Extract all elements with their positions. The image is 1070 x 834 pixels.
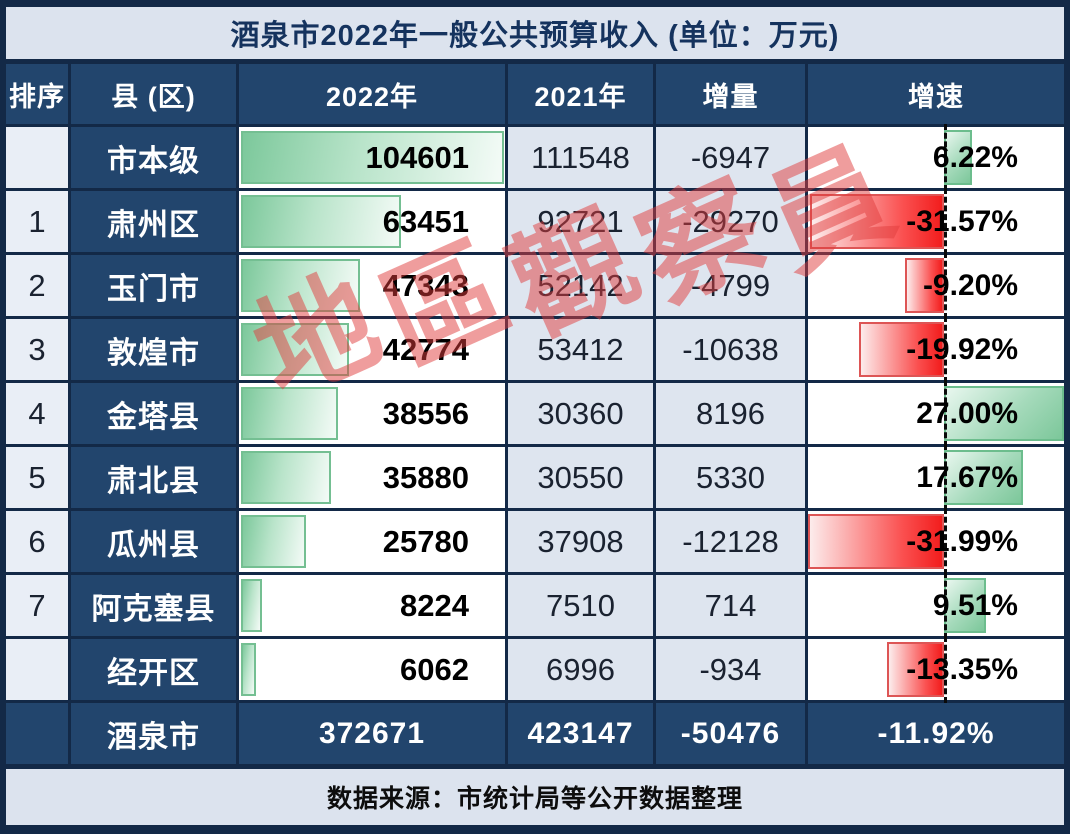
zero-axis-line — [944, 188, 948, 255]
county-cell: 瓜州县 — [71, 511, 236, 572]
column-header-growth: 增速 — [808, 64, 1064, 124]
column-header-2021: 2021年 — [508, 64, 653, 124]
growth-cell: 6.22% — [808, 124, 1064, 191]
budget-table: 排序 县 (区) 2022年 2021年 增量 增速 市本级 104601 1115… — [6, 64, 1064, 764]
value-2021-cell: 52142 — [508, 255, 653, 316]
page-title: 酒泉市2022年一般公共预算收入 (单位：万元) — [6, 7, 1064, 59]
delta-cell: -12128 — [656, 511, 805, 572]
value-2021-cell: 30550 — [508, 447, 653, 508]
zero-axis-line — [944, 380, 948, 447]
value-2021-cell: 37908 — [508, 511, 653, 572]
data-bar-2022 — [241, 131, 505, 184]
rank-cell: 7 — [6, 575, 68, 636]
data-bar-2022 — [241, 515, 306, 568]
data-bar-2022 — [241, 259, 361, 312]
value-2021-cell: 6996 — [508, 639, 653, 700]
total-delta-cell: -50476 — [656, 703, 805, 764]
value-2022-cell: 25780 — [239, 511, 505, 572]
value-2022-cell: 38556 — [239, 383, 505, 444]
data-bar-2022 — [241, 323, 349, 376]
rank-cell: 2 — [6, 255, 68, 316]
zero-axis-line — [944, 508, 948, 575]
growth-cell: 27.00% — [808, 380, 1064, 447]
value-2021-cell: 7510 — [508, 575, 653, 636]
value-2021-cell: 53412 — [508, 319, 653, 380]
total-2021-cell: 423147 — [508, 703, 653, 764]
column-header-rank: 排序 — [6, 64, 68, 124]
rank-cell: 5 — [6, 447, 68, 508]
rank-cell: 1 — [6, 191, 68, 252]
delta-cell: 714 — [656, 575, 805, 636]
county-cell: 金塔县 — [71, 383, 236, 444]
growth-bar — [905, 258, 945, 313]
county-cell: 市本级 — [71, 127, 236, 188]
column-header-delta: 增量 — [656, 64, 805, 124]
value-2022-cell: 35880 — [239, 447, 505, 508]
total-rank-cell — [6, 703, 68, 764]
data-bar-2022 — [241, 195, 401, 248]
rank-cell — [6, 639, 68, 700]
delta-cell: -934 — [656, 639, 805, 700]
growth-cell: 9.51% — [808, 572, 1064, 639]
county-cell: 玉门市 — [71, 255, 236, 316]
growth-cell: 17.67% — [808, 444, 1064, 511]
county-cell: 阿克塞县 — [71, 575, 236, 636]
delta-cell: -4799 — [656, 255, 805, 316]
growth-cell: -31.57% — [808, 188, 1064, 255]
zero-axis-line — [944, 252, 948, 319]
total-2022-cell: 372671 — [239, 703, 505, 764]
value-2022-cell: 104601 — [239, 127, 505, 188]
value-2022-cell: 6062 — [239, 639, 505, 700]
growth-bar — [944, 450, 1023, 505]
zero-axis-line — [944, 444, 948, 511]
zero-axis-line — [944, 636, 948, 703]
delta-cell: -10638 — [656, 319, 805, 380]
column-header-2022: 2022年 — [239, 64, 505, 124]
growth-bar — [859, 322, 945, 377]
delta-cell: -29270 — [656, 191, 805, 252]
delta-cell: -6947 — [656, 127, 805, 188]
value-2022-cell: 42774 — [239, 319, 505, 380]
county-cell: 肃州区 — [71, 191, 236, 252]
delta-cell: 5330 — [656, 447, 805, 508]
growth-cell: -31.99% — [808, 508, 1064, 575]
delta-cell: 8196 — [656, 383, 805, 444]
county-cell: 肃北县 — [71, 447, 236, 508]
zero-axis-line — [944, 572, 948, 639]
rank-cell: 6 — [6, 511, 68, 572]
rank-cell: 4 — [6, 383, 68, 444]
growth-cell: -19.92% — [808, 316, 1064, 383]
value-2022-cell: 8224 — [239, 575, 505, 636]
data-bar-2022 — [241, 387, 339, 440]
county-cell: 敦煌市 — [71, 319, 236, 380]
data-bar-2022 — [241, 451, 332, 504]
value-2021-cell: 111548 — [508, 127, 653, 188]
rank-cell — [6, 127, 68, 188]
zero-axis-line — [944, 316, 948, 383]
zero-axis-line — [944, 124, 948, 191]
column-header-county: 县 (区) — [71, 64, 236, 124]
value-2022-cell: 47343 — [239, 255, 505, 316]
value-2021-cell: 30360 — [508, 383, 653, 444]
growth-bar — [809, 194, 945, 249]
total-county-cell: 酒泉市 — [71, 703, 236, 764]
total-growth-cell: -11.92% — [808, 703, 1064, 764]
growth-cell: -13.35% — [808, 636, 1064, 703]
value-2021-cell: 92721 — [508, 191, 653, 252]
county-cell: 经开区 — [71, 639, 236, 700]
growth-bar — [887, 642, 945, 697]
data-source-note: 数据来源：市统计局等公开数据整理 — [6, 769, 1064, 825]
data-bar-2022 — [241, 643, 257, 696]
growth-bar — [808, 514, 945, 569]
data-bar-2022 — [241, 579, 262, 632]
value-2022-cell: 63451 — [239, 191, 505, 252]
rank-cell: 3 — [6, 319, 68, 380]
growth-cell: -9.20% — [808, 252, 1064, 319]
